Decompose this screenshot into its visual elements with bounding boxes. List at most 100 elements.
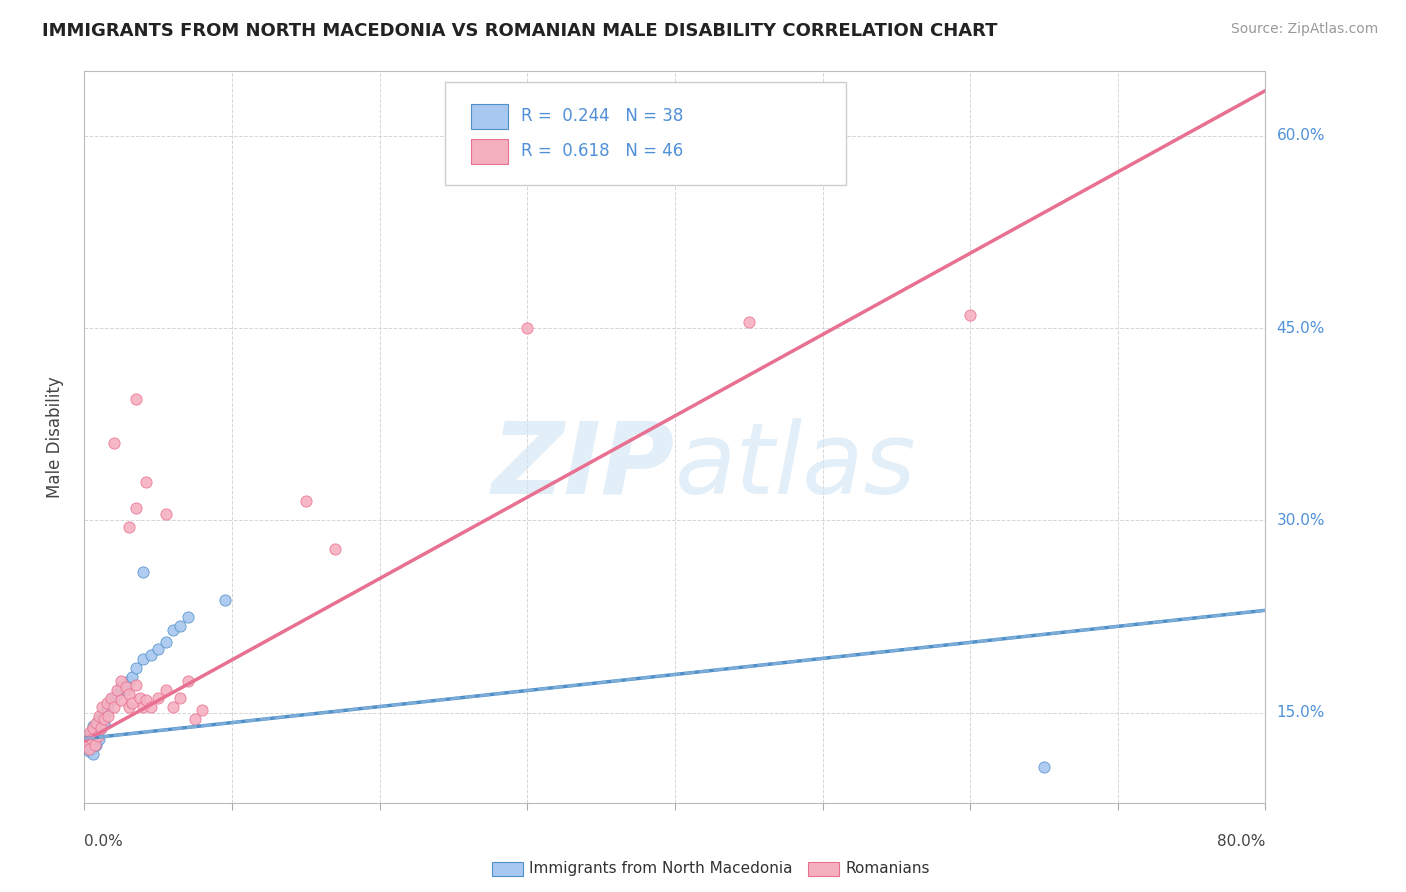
Bar — [471, 103, 509, 129]
Point — [155, 635, 177, 649]
Point — [77, 731, 100, 746]
Point — [83, 729, 105, 743]
Point — [155, 507, 177, 521]
Point — [110, 681, 132, 695]
Point — [96, 696, 118, 710]
Point — [100, 690, 122, 705]
Point — [100, 693, 122, 707]
Point — [214, 593, 236, 607]
Point — [80, 725, 103, 739]
Point — [82, 722, 104, 736]
Point — [1032, 760, 1054, 774]
Point — [80, 742, 103, 756]
Point — [79, 734, 101, 748]
Point — [129, 690, 152, 705]
Point — [76, 734, 98, 748]
Point — [148, 641, 170, 656]
Text: IMMIGRANTS FROM NORTH MACEDONIA VS ROMANIAN MALE DISABILITY CORRELATION CHART: IMMIGRANTS FROM NORTH MACEDONIA VS ROMAN… — [42, 22, 998, 40]
Point — [86, 716, 108, 731]
Point — [148, 690, 170, 705]
Point — [90, 722, 112, 736]
Point — [125, 661, 148, 675]
Point — [135, 693, 157, 707]
Point — [91, 699, 114, 714]
Point — [87, 731, 111, 746]
Point — [132, 565, 155, 579]
Point — [103, 436, 125, 450]
Point — [118, 687, 141, 701]
Point — [132, 652, 155, 666]
Text: ZIP: ZIP — [492, 417, 675, 515]
Point — [155, 682, 177, 697]
Point — [86, 729, 108, 743]
Point — [135, 475, 157, 489]
Point — [94, 706, 117, 720]
Text: Source: ZipAtlas.com: Source: ZipAtlas.com — [1230, 22, 1378, 37]
Point — [105, 682, 128, 697]
Point — [90, 722, 112, 736]
Text: R =  0.618   N = 46: R = 0.618 N = 46 — [522, 142, 683, 160]
Point — [184, 712, 207, 726]
Point — [82, 747, 104, 761]
Text: 80.0%: 80.0% — [1218, 834, 1265, 849]
Point — [177, 673, 200, 688]
Point — [118, 520, 141, 534]
Point — [82, 719, 104, 733]
Text: 30.0%: 30.0% — [1277, 513, 1324, 528]
Text: Romanians: Romanians — [845, 862, 929, 876]
Point — [77, 742, 100, 756]
FancyBboxPatch shape — [444, 82, 846, 185]
Point — [162, 623, 184, 637]
Point — [79, 725, 101, 739]
Point — [84, 722, 107, 736]
Point — [121, 696, 143, 710]
Point — [191, 703, 214, 717]
Point — [125, 500, 148, 515]
Point — [87, 708, 111, 723]
Point — [323, 541, 347, 556]
Point — [110, 693, 132, 707]
Y-axis label: Male Disability: Male Disability — [45, 376, 63, 498]
Point — [295, 494, 318, 508]
Point — [125, 392, 148, 406]
Point — [103, 690, 125, 705]
Point — [84, 738, 107, 752]
Point — [125, 678, 148, 692]
Point — [139, 648, 162, 663]
Point — [114, 681, 136, 695]
Point — [118, 673, 141, 688]
Point — [97, 708, 120, 723]
Point — [177, 609, 200, 624]
Text: R =  0.244   N = 38: R = 0.244 N = 38 — [522, 107, 683, 125]
Point — [96, 699, 118, 714]
Point — [118, 699, 141, 714]
Point — [97, 703, 120, 717]
Text: atlas: atlas — [675, 417, 917, 515]
Point — [80, 731, 103, 746]
Point — [87, 712, 111, 726]
Point — [114, 682, 136, 697]
Text: 60.0%: 60.0% — [1277, 128, 1324, 143]
Point — [77, 744, 100, 758]
Text: Immigrants from North Macedonia: Immigrants from North Macedonia — [529, 862, 792, 876]
Bar — [471, 138, 509, 164]
Point — [76, 738, 98, 752]
Point — [93, 716, 115, 731]
Text: 0.0%: 0.0% — [84, 834, 124, 849]
Point — [169, 690, 191, 705]
Point — [162, 699, 184, 714]
Text: 15.0%: 15.0% — [1277, 706, 1324, 721]
Point — [105, 687, 128, 701]
Point — [93, 712, 115, 726]
Point — [132, 699, 155, 714]
Point — [139, 699, 162, 714]
Point — [121, 670, 143, 684]
Point — [738, 315, 761, 329]
Point — [516, 321, 538, 335]
Point — [959, 308, 981, 322]
Point — [103, 699, 125, 714]
Text: 45.0%: 45.0% — [1277, 320, 1324, 335]
Point — [83, 738, 105, 752]
Point — [169, 618, 191, 632]
Point — [84, 716, 107, 731]
